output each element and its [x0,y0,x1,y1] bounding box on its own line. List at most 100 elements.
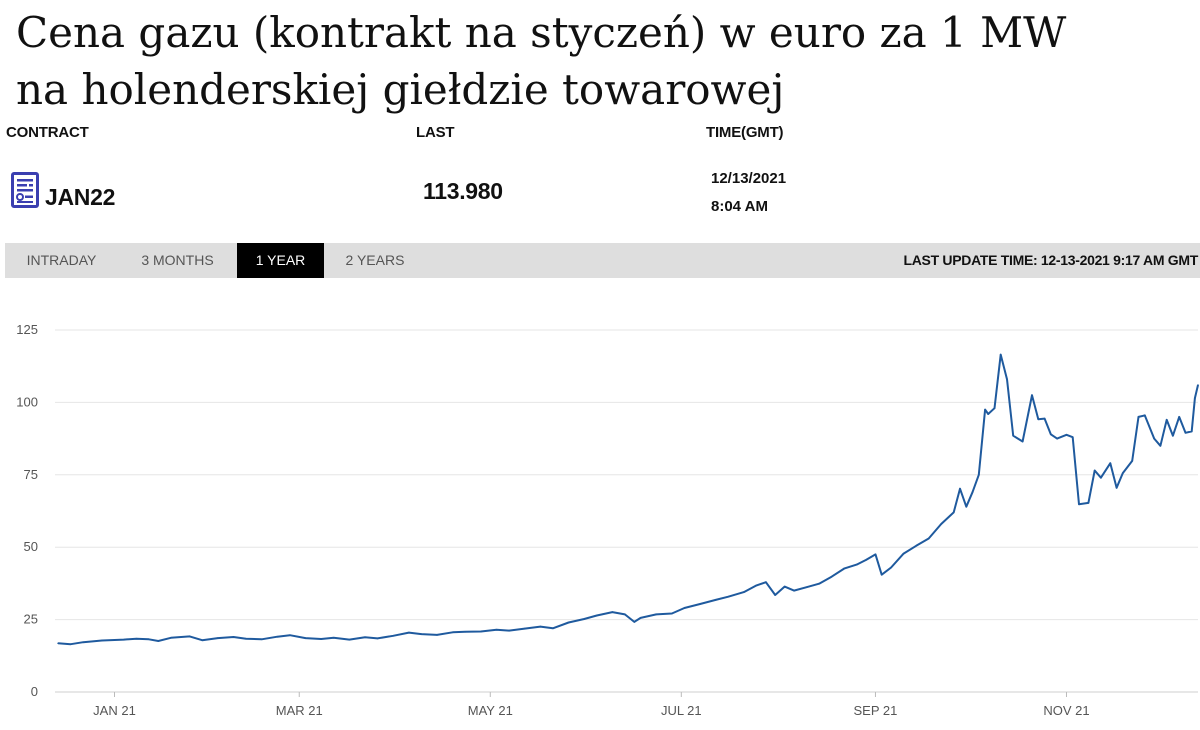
data-point [276,635,279,638]
data-point [567,621,570,624]
data-point [1093,469,1096,472]
data-point [999,353,1002,356]
data-point [376,637,379,640]
headline: Cena gazu (kontrakt na styczeń) w euro z… [16,4,1116,118]
data-point [890,566,892,569]
data-point [57,642,59,645]
tab-1-year[interactable]: 1 YEAR [237,243,324,278]
data-point [765,581,767,583]
data-point [805,586,808,588]
data-point [436,634,438,636]
data-point [552,627,554,630]
data-point [1065,434,1068,436]
data-point [123,638,125,641]
data-point [1190,430,1193,433]
data-point [1021,440,1024,443]
data-point [464,631,467,633]
contract-symbol[interactable]: JAN22 [45,184,116,210]
data-point [596,614,598,617]
x-axis-ticks: JAN 21 MAR 21 MAY 21 JUL 21 SEP 21 NOV 21 [93,692,1090,718]
data-point [1159,445,1162,447]
data-point [332,637,335,639]
data-point [392,635,395,637]
data-point [655,613,657,616]
y-tick-label: 50 [24,539,38,554]
data-point [1071,436,1074,438]
data-point [865,559,867,561]
data-point [1037,418,1040,420]
data-point [880,573,883,576]
x-tick-label: MAR 21 [276,703,323,718]
grid-lines [55,329,1198,693]
data-point [1178,416,1180,418]
last-update-time: LAST UPDATE TIME: 12-13-2021 9:17 AM GMT [903,252,1198,268]
data-point [1031,394,1033,396]
series-layer [57,353,1199,646]
data-point [101,639,103,642]
data-point [965,505,968,508]
data-point [1122,472,1124,474]
data-point [523,627,526,630]
y-tick-label: 0 [31,684,38,699]
data-point [583,618,585,620]
data-point [1197,384,1199,386]
x-tick-label: MAY 21 [468,703,513,718]
time-column-header: TIME(GMT) [706,124,784,141]
data-point [683,607,686,609]
data-point [639,617,642,619]
data-point [1056,437,1058,440]
data-point [148,638,150,641]
data-point [624,613,626,616]
data-point [320,638,323,640]
data-point [201,639,203,641]
data-point [188,635,191,638]
data-point [1184,432,1187,434]
data-point [495,628,498,631]
data-point [82,641,84,643]
data-point [508,629,510,632]
y-tick-label: 125 [16,322,38,337]
data-point [1194,397,1196,399]
data-point [1115,487,1118,489]
data-point [978,474,980,476]
data-point [611,611,614,613]
data-point [843,567,845,570]
data-point [984,408,986,411]
data-point [1100,476,1102,479]
tab-3-months[interactable]: 3 MONTHS [141,252,214,268]
x-tick-label: SEP 21 [854,703,898,718]
document-chart-icon[interactable] [11,172,39,208]
last-column-header: LAST [416,124,455,141]
data-point [1050,433,1052,436]
data-point [874,553,877,556]
price-line-chart: 0 25 50 75 100 125 JAN 21 MAR 21 MAY 21 JUL 21 SE… [16,322,1199,718]
data-point [364,636,366,639]
data-point [1078,503,1080,506]
data-point [1172,434,1174,437]
data-point [1137,416,1140,418]
data-point [170,637,172,639]
last-price: 113.980 [423,178,503,204]
data-point [902,552,905,555]
data-point [727,595,730,598]
data-point [1006,378,1008,380]
quote-time: 8:04 AM [711,198,768,215]
data-point [135,637,138,640]
price-series-line [58,353,1199,646]
data-point [818,582,820,585]
data-point [1087,502,1090,504]
tab-2-years[interactable]: 2 YEARS [345,252,405,268]
data-point [971,491,974,493]
data-point [633,621,636,623]
data-point [940,523,942,525]
data-point [793,589,795,592]
data-point [959,487,961,490]
tab-intraday[interactable]: INTRADAY [26,252,97,268]
data-point [304,637,307,639]
data-point [232,636,235,638]
data-point [915,545,917,547]
data-point [451,631,454,634]
data-point [671,612,673,615]
y-tick-label: 25 [24,612,38,627]
data-point [1012,434,1014,437]
